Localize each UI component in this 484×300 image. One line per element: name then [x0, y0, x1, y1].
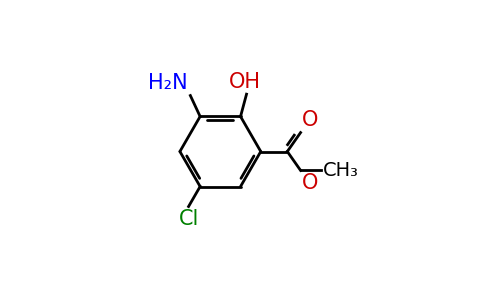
Text: O: O: [302, 173, 318, 193]
Text: Cl: Cl: [179, 209, 199, 229]
Text: CH₃: CH₃: [322, 161, 358, 180]
Text: OH: OH: [229, 72, 261, 92]
Text: O: O: [302, 110, 318, 130]
Text: H₂N: H₂N: [149, 73, 188, 93]
